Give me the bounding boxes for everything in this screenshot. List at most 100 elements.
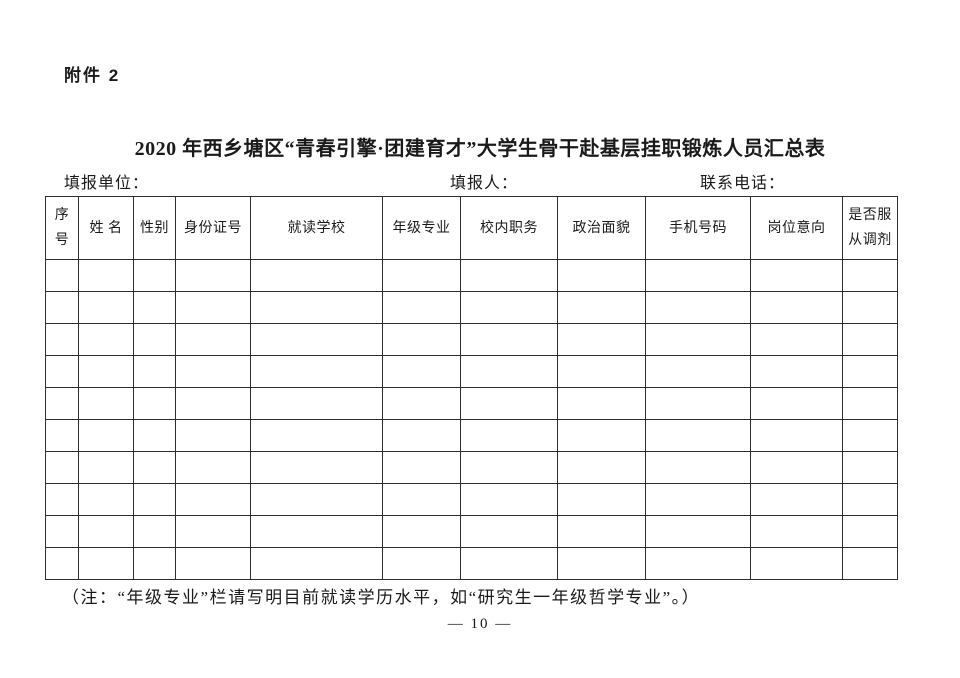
table-cell (133, 451, 176, 484)
table-cell (175, 547, 251, 580)
table-cell (45, 547, 79, 580)
table-cell (842, 547, 898, 580)
table-cell (133, 323, 176, 356)
table-cell (175, 483, 251, 516)
table-cell (175, 515, 251, 548)
table-cell (78, 547, 134, 580)
table-cell (842, 387, 898, 420)
table-cell (842, 259, 898, 292)
table-cell (133, 547, 176, 580)
table-cell (45, 291, 79, 324)
summary-table: 序 号 姓 名 性别 身份证号 就读学校 年级专业 校内职务 政治面貌 手机号码… (45, 196, 898, 580)
column-header-position-preference: 岗位意向 (750, 196, 843, 260)
table-cell (645, 323, 751, 356)
column-header-grade-major: 年级专业 (382, 196, 461, 260)
table-cell (45, 483, 79, 516)
table-cell (557, 515, 646, 548)
table-cell (250, 291, 383, 324)
table-cell (645, 483, 751, 516)
table-cell (750, 355, 843, 388)
table-cell (250, 483, 383, 516)
table-cell (460, 547, 558, 580)
table-cell (382, 547, 461, 580)
table-cell (750, 323, 843, 356)
table-cell (557, 387, 646, 420)
table-cell (78, 355, 134, 388)
table-cell (557, 259, 646, 292)
table-cell (78, 291, 134, 324)
table-cell (78, 419, 134, 452)
table-body (45, 259, 898, 580)
table-cell (45, 419, 79, 452)
column-header-school: 就读学校 (250, 196, 383, 260)
table-cell (460, 515, 558, 548)
table-cell (78, 387, 134, 420)
fill-unit-label: 填报单位： (64, 175, 150, 192)
table-cell (175, 419, 251, 452)
table-cell (133, 419, 176, 452)
table-cell (175, 451, 251, 484)
column-header-name: 姓 名 (78, 196, 134, 260)
note-text: （注：“年级专业”栏请写明目前就读学历水平，如“研究生一年级哲学专业”。） (62, 588, 701, 607)
table-cell (750, 387, 843, 420)
table-row (45, 291, 898, 324)
table-cell (842, 419, 898, 452)
table-row (45, 483, 898, 516)
table-cell (842, 515, 898, 548)
table-cell (250, 515, 383, 548)
table-cell (45, 515, 79, 548)
table-row (45, 547, 898, 580)
table-cell (460, 355, 558, 388)
table-cell (382, 323, 461, 356)
table-cell (133, 387, 176, 420)
table-cell (645, 547, 751, 580)
table-cell (382, 387, 461, 420)
table-cell (842, 323, 898, 356)
page-number: — 10 — (447, 616, 513, 632)
table-cell (750, 291, 843, 324)
table-row (45, 515, 898, 548)
table-cell (382, 483, 461, 516)
column-header-serial: 序 号 (45, 196, 79, 260)
table-cell (460, 419, 558, 452)
table-cell (250, 451, 383, 484)
table-cell (750, 547, 843, 580)
contact-phone-label: 联系电话： (700, 175, 786, 192)
table-cell (78, 451, 134, 484)
table-cell (557, 323, 646, 356)
table-cell (460, 451, 558, 484)
table-cell (133, 515, 176, 548)
table-cell (645, 451, 751, 484)
table-row (45, 323, 898, 356)
table-cell (175, 387, 251, 420)
table-cell (175, 291, 251, 324)
table-cell (250, 547, 383, 580)
table-row (45, 419, 898, 452)
table-row (45, 451, 898, 484)
table-cell (133, 259, 176, 292)
table-cell (460, 483, 558, 516)
table-cell (557, 355, 646, 388)
table-cell (645, 355, 751, 388)
table-cell (78, 259, 134, 292)
table-cell (557, 547, 646, 580)
table-cell (45, 451, 79, 484)
attachment-label: 附件 2 (64, 66, 121, 85)
table-cell (842, 451, 898, 484)
table-cell (250, 419, 383, 452)
table-row (45, 259, 898, 292)
column-header-campus-position: 校内职务 (460, 196, 558, 260)
fill-person-label: 填报人： (450, 175, 519, 192)
table-cell (382, 515, 461, 548)
document-title: 2020 年西乡塘区“青春引擎·团建育才”大学生骨干赴基层挂职锻炼人员汇总表 (134, 138, 826, 160)
table-cell (175, 259, 251, 292)
table-cell (557, 451, 646, 484)
table-cell (645, 259, 751, 292)
table-cell (133, 291, 176, 324)
table-cell (750, 419, 843, 452)
column-header-political-status: 政治面貌 (557, 196, 646, 260)
table-cell (645, 515, 751, 548)
table-cell (842, 291, 898, 324)
table-cell (175, 355, 251, 388)
